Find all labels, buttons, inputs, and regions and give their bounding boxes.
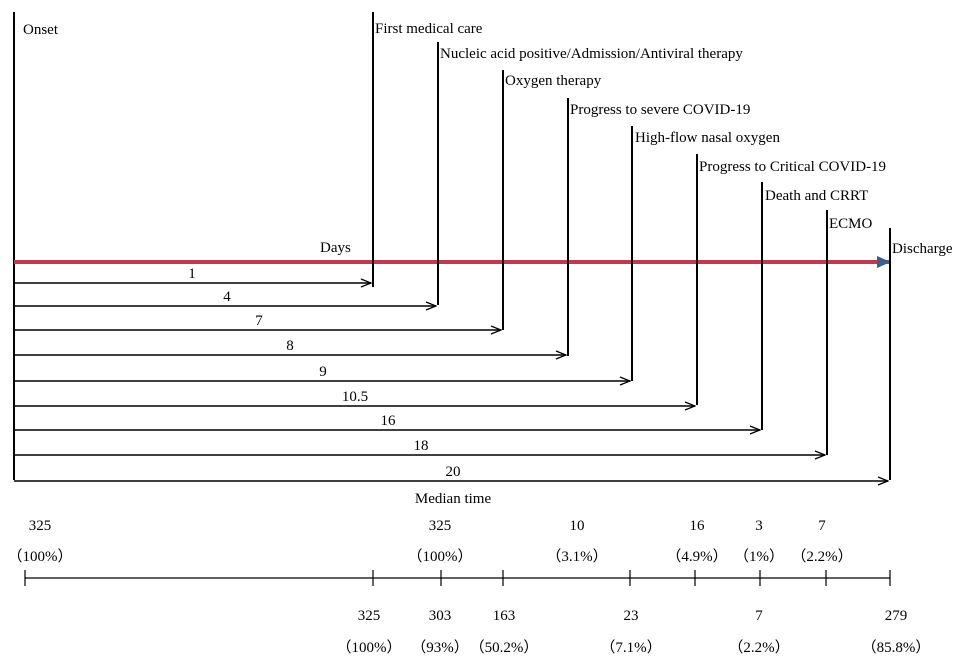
lower-count-percent: （93%）: [411, 639, 469, 656]
event-label: First medical care: [375, 21, 483, 37]
median-day-value: 1: [188, 266, 196, 282]
upper-count-value: 7: [818, 518, 826, 534]
median-day-value: 16: [381, 413, 397, 429]
onset-label: Onset: [23, 22, 59, 38]
lower-count-percent: （100%）: [337, 639, 402, 656]
upper-count-value: 16: [690, 518, 706, 534]
upper-count-value: 325: [429, 518, 452, 534]
upper-count-value: 325: [29, 518, 52, 534]
lower-count-value: 23: [624, 608, 639, 624]
upper-count-percent: （2.2%）: [791, 548, 852, 565]
event-label: Death and CRRT: [765, 188, 868, 204]
upper-count-value: 10: [570, 518, 585, 534]
lower-count-percent: （85.8%）: [862, 639, 931, 656]
lower-counts-layer: 325 （100%） 303 （93%） 163 （50.2%） 23 （7.1%） 7 （2.2…: [337, 608, 931, 656]
upper-count-percent: （4.9%）: [666, 548, 727, 565]
event-label: Nucleic acid positive/Admission/Antivira…: [440, 46, 743, 62]
upper-count-percent: （100%）: [408, 548, 473, 565]
lower-count-value: 279: [885, 608, 908, 624]
median-time-label: Median time: [415, 491, 492, 507]
lower-count-percent: （2.2%）: [728, 639, 789, 656]
event-label: Progress to severe COVID-19: [570, 102, 750, 118]
lower-count-value: 325: [358, 608, 381, 624]
median-day-value: 8: [286, 338, 294, 354]
lower-count-value: 303: [429, 608, 452, 624]
event-label: ECMO: [829, 216, 873, 232]
median-day-value: 7: [255, 313, 263, 329]
upper-count-value: 3: [755, 518, 763, 534]
event-label: High-flow nasal oxygen: [635, 130, 780, 146]
count-ticks-layer: [372, 570, 891, 586]
median-day-value: 18: [414, 438, 429, 454]
median-day-value: 4: [223, 289, 231, 305]
event-label: Discharge: [892, 241, 953, 257]
upper-counts-layer: 325 （100%） 325 （100%） 10 （3.1%） 16 （4.9%） 3 （1%） 7…: [8, 518, 853, 565]
events-layer: First medical care Nucleic acid positive/…: [372, 12, 953, 480]
lower-count-value: 163: [493, 608, 516, 624]
lower-count-percent: （50.2%）: [470, 639, 539, 656]
median-day-value: 9: [319, 364, 327, 380]
median-day-value: 20: [446, 464, 461, 480]
event-label: Oxygen therapy: [505, 73, 602, 89]
lower-count-percent: （7.1%）: [600, 639, 661, 656]
upper-count-percent: （100%）: [8, 548, 73, 565]
median-day-value: 10.5: [342, 389, 368, 405]
upper-count-percent: （1%）: [734, 548, 784, 565]
median-arrows-layer: 1 4 7 8 9 10.5 16 18 20: [14, 266, 888, 481]
event-label: Progress to Critical COVID-19: [699, 159, 886, 175]
days-label: Days: [320, 240, 351, 256]
lower-count-value: 7: [755, 608, 763, 624]
upper-count-percent: （3.1%）: [546, 548, 607, 565]
